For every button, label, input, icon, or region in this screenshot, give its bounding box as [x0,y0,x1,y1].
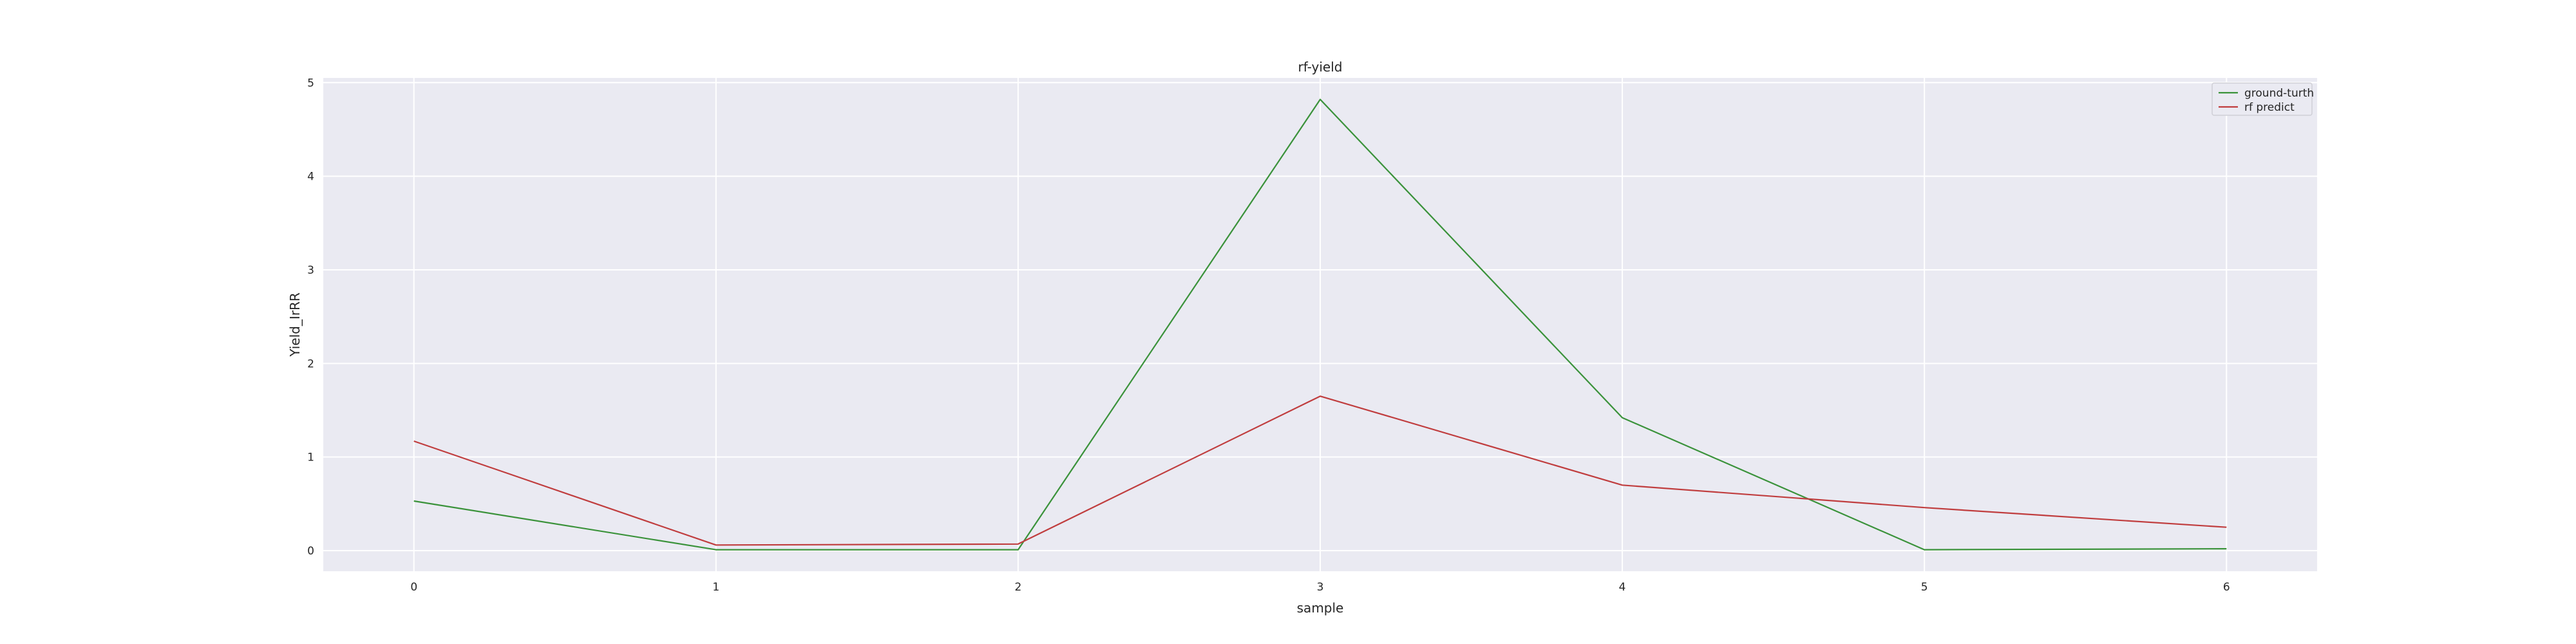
x-tick-label: 2 [1014,581,1021,594]
x-axis-label: sample [1297,600,1344,616]
y-tick-label: 1 [307,451,314,464]
x-tick-label: 6 [2223,581,2230,594]
x-tick-label: 5 [1921,581,1928,594]
y-tick-label: 0 [307,545,314,558]
y-tick-label: 2 [307,357,314,370]
x-grid [413,78,2228,571]
chart-title: rf-yield [1298,59,1343,75]
y-tick-label: 4 [307,171,314,184]
series-line [413,395,2227,546]
x-tick-label: 0 [410,581,417,594]
x-tick-label: 4 [1619,581,1626,594]
y-axis-label: Yield_IrRR [287,292,303,357]
x-tick-label: 3 [1317,581,1324,594]
y-tick-labels: 0 1 2 3 4 5 [307,77,314,558]
x-tick-label: 1 [712,581,719,594]
legend-label: ground-turth [2244,87,2314,100]
x-tick-labels: 0 1 2 3 4 5 6 [410,581,2230,594]
legend-label: rf predict [2244,101,2295,114]
y-tick-label: 5 [307,77,314,90]
y-grid [323,82,2317,552]
series-line [413,99,2227,551]
series-layer [413,99,2227,551]
y-tick-label: 3 [307,264,314,277]
